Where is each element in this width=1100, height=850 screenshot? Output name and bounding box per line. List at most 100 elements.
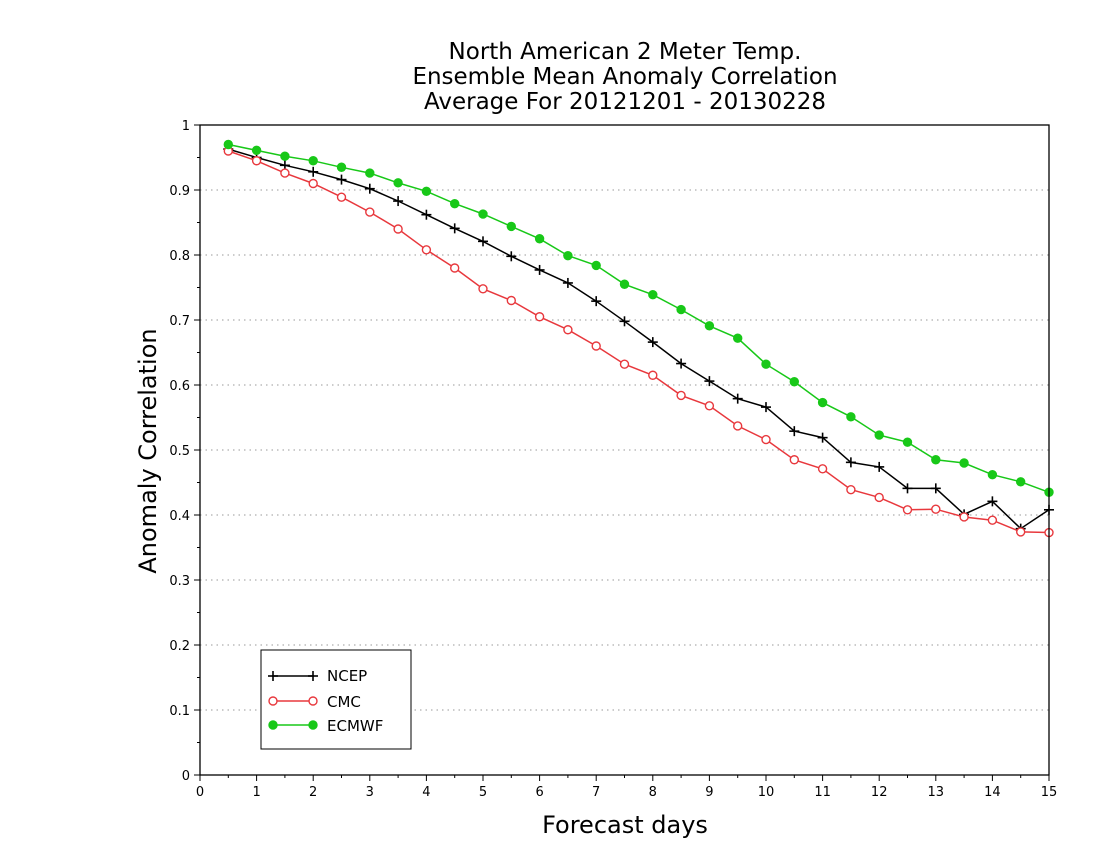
legend: NCEP CMC ECMWF (260, 649, 412, 750)
data-point-ncep (449, 223, 460, 234)
data-point-ecmwf (336, 162, 347, 172)
data-point-ecmwf (308, 156, 318, 166)
x-tick-label: 2 (309, 785, 317, 800)
chart-title-line-3: Average For 20121201 - 20130228 (424, 89, 826, 115)
data-point-cmc (959, 512, 969, 522)
legend-box (260, 649, 412, 750)
data-point-ncep (393, 196, 404, 207)
series-ncep (223, 144, 1054, 534)
data-point-cmc (251, 156, 262, 166)
data-point-cmc (676, 390, 686, 401)
data-point-ecmwf (251, 145, 262, 156)
data-point-ecmwf (223, 139, 234, 150)
data-point-ecmwf (393, 178, 403, 188)
x-tick-label: 1 (252, 785, 260, 800)
data-point-ecmwf (450, 198, 460, 209)
x-tick-label: 6 (535, 785, 543, 800)
data-point-cmc (817, 464, 828, 474)
data-point-cmc (704, 401, 715, 411)
legend-label-ncep: NCEP (327, 667, 367, 685)
data-point-cmc (365, 207, 375, 217)
data-point-cmc (308, 178, 318, 189)
x-tick-label: 3 (366, 785, 374, 800)
data-point-ecmwf (478, 209, 488, 219)
x-tick-label: 15 (1041, 785, 1058, 800)
x-tick-label: 13 (928, 785, 945, 800)
data-point-ncep (761, 402, 771, 413)
data-point-cmc (563, 325, 573, 335)
data-point-cmc (931, 504, 941, 514)
data-point-ecmwf (506, 221, 516, 232)
data-point-ncep (506, 251, 517, 262)
data-point-cmc (874, 492, 884, 503)
data-point-cmc (1016, 527, 1026, 537)
x-tick-label: 7 (592, 785, 600, 800)
y-tick-label: 0.8 (169, 249, 190, 264)
data-point-cmc (733, 421, 743, 431)
data-point-ncep (845, 457, 856, 468)
y-tick-label: 0.7 (169, 314, 190, 329)
series-line-ncep (228, 148, 1050, 530)
data-point-cmc (902, 505, 913, 515)
data-point-ecmwf (280, 151, 290, 161)
x-tick-label: 9 (705, 785, 713, 800)
data-point-cmc (761, 434, 771, 445)
data-point-ecmwf (733, 333, 743, 343)
x-axis-ticks: 0 1 2 3 4 5 6 7 8 9 10 11 12 13 14 15 (196, 775, 1057, 800)
y-tick-label: 0 (182, 769, 190, 784)
data-point-ecmwf (987, 470, 998, 480)
series-layer (223, 139, 1054, 538)
legend-items (268, 671, 318, 730)
data-point-ncep (874, 461, 885, 472)
data-point-cmc (421, 245, 432, 255)
data-point-ncep (308, 166, 319, 177)
y-tick-label: 0.3 (169, 574, 190, 589)
x-tick-label: 8 (649, 785, 657, 800)
data-point-ecmwf (365, 168, 375, 178)
data-point-ncep (817, 432, 828, 443)
data-point-cmc (619, 359, 630, 369)
y-tick-label: 0.9 (169, 184, 190, 199)
data-point-ncep (562, 277, 573, 288)
data-point-cmc (987, 515, 998, 525)
x-tick-label: 12 (871, 785, 888, 800)
legend-label-ecmwf: ECMWF (327, 717, 383, 735)
data-point-ncep (478, 236, 488, 247)
data-point-cmc (648, 370, 658, 380)
series-line-cmc (228, 150, 1050, 534)
legend-marker-ecmwf (268, 720, 278, 730)
data-point-cmc (506, 295, 516, 306)
legend-marker-ncep (308, 671, 318, 681)
y-axis-label: Anomaly Correlation (134, 328, 162, 573)
series-line-ecmwf (228, 143, 1050, 494)
y-axis-ticks: 0 0.1 0.2 0.3 0.4 0.5 0.6 0.7 0.8 0.9 1 (169, 119, 200, 784)
data-point-cmc (591, 341, 601, 351)
data-point-ecmwf (817, 397, 828, 408)
data-point-cmc (450, 263, 460, 273)
data-point-ncep (704, 376, 715, 387)
data-point-ecmwf (1016, 477, 1026, 487)
series-cmc (223, 146, 1054, 538)
x-tick-label: 4 (422, 785, 430, 800)
data-point-ncep (364, 183, 375, 194)
x-tick-label: 10 (758, 785, 775, 800)
data-point-ecmwf (704, 321, 715, 331)
data-point-ecmwf (761, 359, 771, 369)
data-point-ecmwf (846, 412, 856, 422)
legend-marker-cmc (268, 696, 278, 706)
data-point-ncep (676, 358, 687, 369)
data-point-ecmwf (902, 437, 913, 447)
series-ecmwf (223, 139, 1054, 497)
legend-marker-ncep (268, 671, 278, 681)
data-point-ecmwf (534, 234, 545, 244)
data-point-cmc (846, 484, 856, 495)
data-point-ecmwf (563, 250, 573, 261)
y-tick-label: 1 (182, 119, 190, 134)
data-point-ncep (902, 483, 913, 494)
chart-title-line-2: Ensemble Mean Anomaly Correlation (412, 64, 837, 90)
data-point-ncep (789, 426, 800, 437)
y-tick-label: 0.1 (169, 704, 190, 719)
data-point-ecmwf (789, 377, 799, 387)
grid-lines (200, 189, 1049, 711)
data-point-ecmwf (959, 458, 969, 468)
